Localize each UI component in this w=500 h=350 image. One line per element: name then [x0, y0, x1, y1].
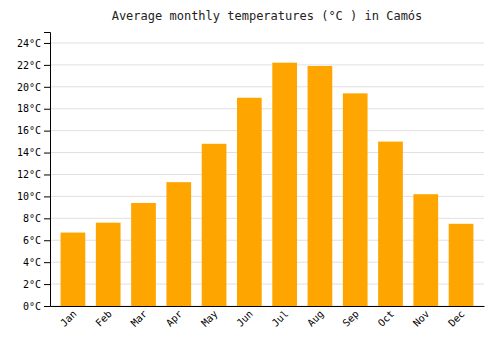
y-tick-mark: [44, 174, 50, 175]
x-axis: Jan Feb Mar Apr May Jun Jul Aug Sep Oct Nov Dec: [51, 307, 485, 329]
y-tick: 4°C: [23, 257, 50, 268]
y-tick: 20°C: [17, 82, 50, 93]
bar: [343, 93, 368, 306]
y-tick-mark: [44, 262, 50, 263]
y-tick-mark: [44, 306, 50, 307]
y-tick: 10°C: [17, 191, 50, 202]
bar: [308, 66, 333, 306]
x-tick-label: Feb: [93, 308, 114, 329]
y-tick-label: 10°C: [17, 191, 41, 202]
grid-line: [50, 130, 484, 131]
y-tick-label: 0°C: [23, 301, 41, 312]
y-tick-label: 2°C: [23, 279, 41, 290]
x-tick: Mar: [129, 308, 150, 329]
grid-line: [50, 174, 484, 175]
bar: [131, 203, 156, 306]
bar: [166, 182, 191, 306]
y-tick-label: 12°C: [17, 169, 41, 180]
x-tick: Feb: [93, 308, 114, 329]
y-tick-mark: [44, 65, 50, 66]
y-tick: 0°C: [23, 301, 50, 312]
x-tick-label: Nov: [411, 308, 432, 329]
y-tick: 16°C: [17, 125, 50, 136]
y-tick-label: 4°C: [23, 257, 41, 268]
bar: [96, 223, 121, 306]
bar: [61, 233, 86, 306]
y-tick-mark: [44, 153, 50, 154]
y-tick: 6°C: [23, 235, 50, 246]
grid: [50, 43, 484, 306]
x-tick: Aug: [305, 308, 326, 329]
y-tick: 24°C: [17, 38, 50, 49]
y-tick-mark: [44, 196, 50, 197]
y-tick-label: 18°C: [17, 103, 41, 114]
title: Average monthly temperatures (°C ) in Ca…: [112, 9, 423, 23]
x-tick-label: Mar: [129, 308, 150, 329]
y-tick-mark: [44, 240, 50, 241]
x-tick-label: Oct: [376, 308, 397, 329]
x-tick: Jun: [234, 308, 255, 329]
y-tick: 8°C: [23, 213, 50, 224]
y-tick-label: 14°C: [17, 147, 41, 158]
grid-line: [50, 86, 484, 87]
x-tick: Oct: [376, 308, 397, 329]
x-tick-label: Jan: [58, 308, 79, 329]
y-tick-label: 16°C: [17, 125, 41, 136]
y-axis: 0°C 2°C 4°C 6°C 8°C 10°C 12°C 14°C 16°C 18°C 20°C 2…: [17, 33, 51, 312]
bars: [61, 63, 474, 306]
y-tick: 14°C: [17, 147, 50, 158]
x-tick-label: Aug: [305, 308, 326, 329]
x-tick-label: Jun: [234, 308, 255, 329]
y-tick-mark: [44, 43, 50, 44]
x-tick-label: Jul: [270, 308, 291, 329]
plot-area: 0°C 2°C 4°C 6°C 8°C 10°C 12°C 14°C 16°C 18°C 20°C 2…: [17, 33, 485, 329]
bar: [202, 144, 227, 306]
y-tick: 12°C: [17, 169, 50, 180]
x-tick-label: Apr: [164, 308, 185, 329]
y-tick-label: 22°C: [17, 60, 41, 71]
y-tick-label: 6°C: [23, 235, 41, 246]
y-tick: 18°C: [17, 103, 50, 114]
grid-line: [50, 64, 484, 65]
x-tick: Dec: [446, 308, 467, 329]
bar: [449, 224, 474, 306]
bar: [378, 142, 403, 306]
y-tick-mark: [44, 284, 50, 285]
x-tick: Jan: [58, 308, 79, 329]
x-tick: Sep: [340, 308, 361, 329]
y-tick-mark: [44, 109, 50, 110]
x-tick: May: [199, 308, 220, 329]
y-tick-mark: [44, 218, 50, 219]
bar: [272, 63, 297, 306]
y-tick-label: 24°C: [17, 38, 41, 49]
x-tick-label: Dec: [446, 308, 467, 329]
y-tick-label: 20°C: [17, 82, 41, 93]
x-tick: Apr: [164, 308, 185, 329]
y-tick-mark: [44, 131, 50, 132]
grid-line: [50, 152, 484, 153]
x-tick-label: May: [199, 308, 220, 329]
y-tick: 2°C: [23, 279, 50, 290]
x-tick: Jul: [270, 308, 291, 329]
chart: 0°C 2°C 4°C 6°C 8°C 10°C 12°C 14°C 16°C 18°C 20°C 2…: [0, 0, 500, 350]
y-tick: 22°C: [17, 60, 50, 71]
bar: [413, 194, 438, 306]
y-tick-label: 8°C: [23, 213, 41, 224]
grid-line: [50, 42, 484, 43]
grid-line: [50, 108, 484, 109]
y-axis-line: [44, 33, 51, 307]
bar: [237, 98, 262, 306]
x-axis-line: [51, 306, 485, 307]
y-tick-mark: [44, 87, 50, 88]
x-tick-label: Sep: [340, 308, 361, 329]
x-tick: Nov: [411, 308, 432, 329]
